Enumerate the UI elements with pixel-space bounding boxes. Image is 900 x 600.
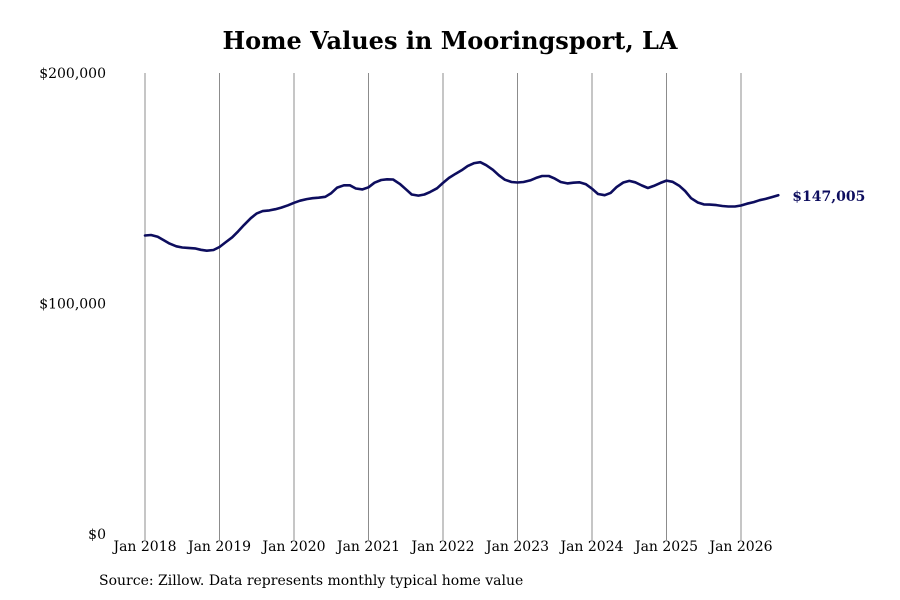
x-tick-label: Jan 2024	[558, 539, 623, 555]
y-tick-label: $200,000	[39, 66, 106, 82]
x-tick-label: Jan 2022	[409, 539, 474, 555]
x-axis-tick-labels: Jan 2018 Jan 2019 Jan 2020 Jan 2021 Jan 2022…	[111, 539, 772, 555]
y-tick-label: $100,000	[39, 297, 106, 313]
data-labels: $147,005	[792, 189, 865, 205]
x-tick-label: Jan 2020	[260, 539, 325, 555]
vertical-gridlines	[144, 73, 742, 540]
series-line-0	[143, 160, 780, 252]
chart-title: Home Values in Mooringsport, LA	[222, 26, 678, 55]
source-note: Source: Zillow. Data represents monthly …	[99, 573, 524, 589]
y-axis-tick-labels: $0 $100,000 $200,000	[39, 66, 106, 543]
x-tick-label: Jan 2019	[186, 539, 251, 555]
x-tick-label: Jan 2026	[707, 539, 772, 555]
end-value-label: $147,005	[792, 189, 865, 205]
x-tick-label: Jan 2023	[484, 539, 549, 555]
y-tick-label: $0	[88, 527, 106, 543]
x-tick-label: Jan 2018	[111, 539, 176, 555]
series-layer	[143, 160, 780, 252]
x-tick-label: Jan 2025	[633, 539, 698, 555]
x-tick-label: Jan 2021	[335, 539, 400, 555]
